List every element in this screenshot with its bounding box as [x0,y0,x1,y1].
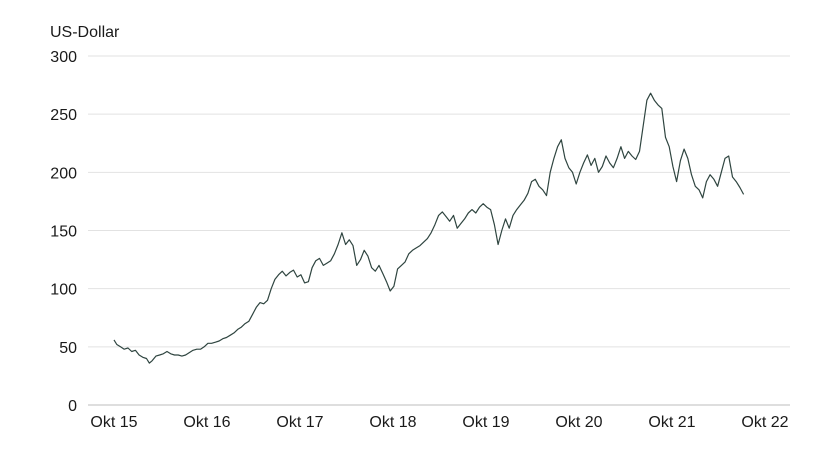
x-axis-tick-labels: Okt 15 Okt 16 Okt 17 Okt 18 Okt 19 Okt 20 Okt … [90,414,788,431]
series-line-0 [113,92,745,364]
y-tick-label-50: 50 [59,340,77,357]
y-tick-label-150: 150 [50,224,77,241]
x-tick-label-2: Okt 17 [276,414,323,431]
y-axis-tick-labels: 0 50 100 150 200 250 300 [50,49,77,415]
y-tick-label-200: 200 [50,165,77,182]
x-tick-label-0: Okt 15 [90,414,137,431]
y-tick-label-300: 300 [50,49,77,66]
y-tick-label-0: 0 [68,398,77,415]
x-tick-label-1: Okt 16 [183,414,230,431]
y-tick-label-250: 250 [50,107,77,124]
y-tick-label-100: 100 [50,282,77,299]
x-tick-label-5: Okt 20 [555,414,602,431]
series-lines [113,92,745,364]
y-axis-unit-label: US-Dollar [50,24,120,41]
x-tick-label-6: Okt 21 [648,414,695,431]
x-tick-label-4: Okt 19 [462,414,509,431]
gridlines [88,55,790,406]
x-tick-label-3: Okt 18 [369,414,416,431]
x-tick-label-7: Okt 22 [741,414,788,431]
